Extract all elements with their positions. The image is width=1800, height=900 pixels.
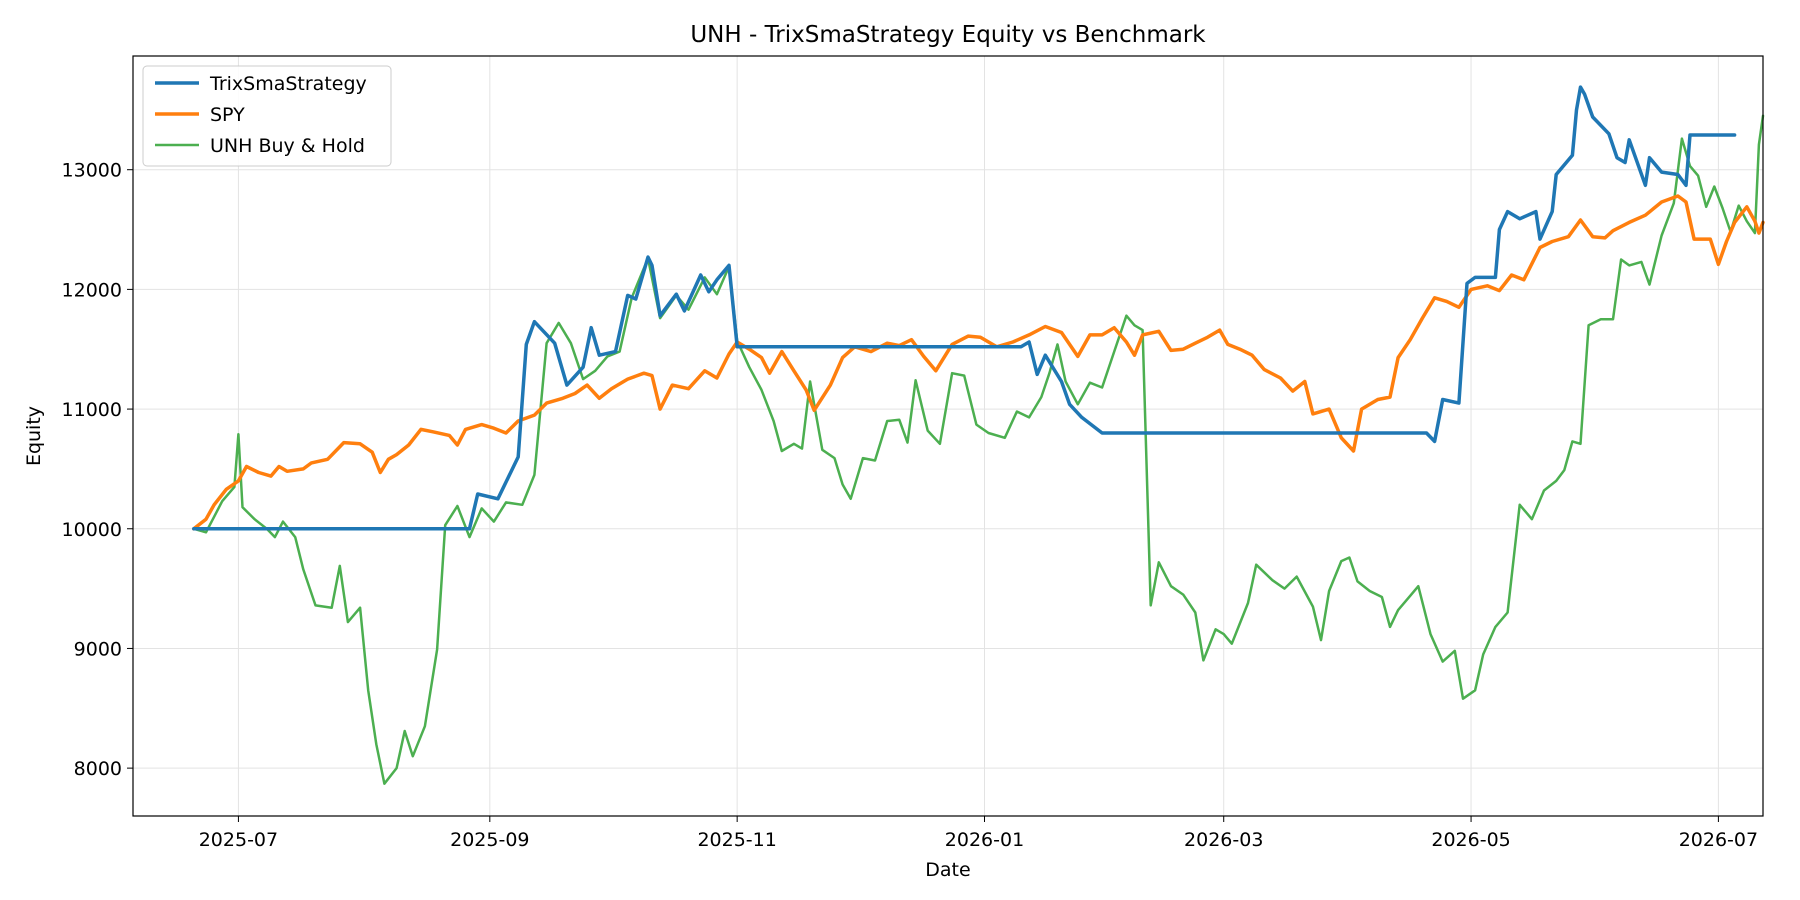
y-axis-ticks: 8000 9000 10000 11000 12000 13000 xyxy=(62,160,133,780)
x-tick-label: 2026-03 xyxy=(1184,829,1263,851)
chart-title: UNH - TrixSmaStrategy Equity vs Benchmar… xyxy=(690,22,1206,48)
series-line-unh-buy-hold xyxy=(192,114,1765,785)
x-axis-ticks: 2025-07 2025-09 2025-11 2026-01 2026-03 2026-… xyxy=(199,816,1758,851)
y-tick-label: 12000 xyxy=(62,279,122,301)
plot-frame xyxy=(132,55,1764,817)
y-tick-label: 11000 xyxy=(62,399,122,421)
legend-box xyxy=(142,65,392,167)
x-tick-label: 2025-07 xyxy=(199,829,278,851)
y-tick-label: 8000 xyxy=(74,758,122,780)
legend: TrixSmaStrategy SPY UNH Buy & Hold xyxy=(142,65,392,167)
grid xyxy=(133,56,1763,816)
series-line-trixsmastrategy xyxy=(192,85,1737,531)
x-tick-label: 2025-09 xyxy=(450,829,529,851)
legend-label-strategy: TrixSmaStrategy xyxy=(209,73,367,95)
y-tick-label: 10000 xyxy=(62,519,122,541)
y-tick-label: 13000 xyxy=(62,160,122,182)
y-axis-title: Equity xyxy=(23,406,45,466)
legend-label-spy: SPY xyxy=(210,104,245,126)
y-tick-label: 9000 xyxy=(74,638,122,660)
x-tick-label: 2025-11 xyxy=(697,829,776,851)
series-line-spy xyxy=(192,194,1765,531)
x-tick-label: 2026-07 xyxy=(1679,829,1758,851)
plot-lines xyxy=(192,85,1765,785)
x-axis-title: Date xyxy=(925,859,970,881)
x-tick-label: 2026-01 xyxy=(945,829,1024,851)
legend-label-unh: UNH Buy & Hold xyxy=(210,135,365,157)
x-tick-label: 2026-05 xyxy=(1431,829,1510,851)
